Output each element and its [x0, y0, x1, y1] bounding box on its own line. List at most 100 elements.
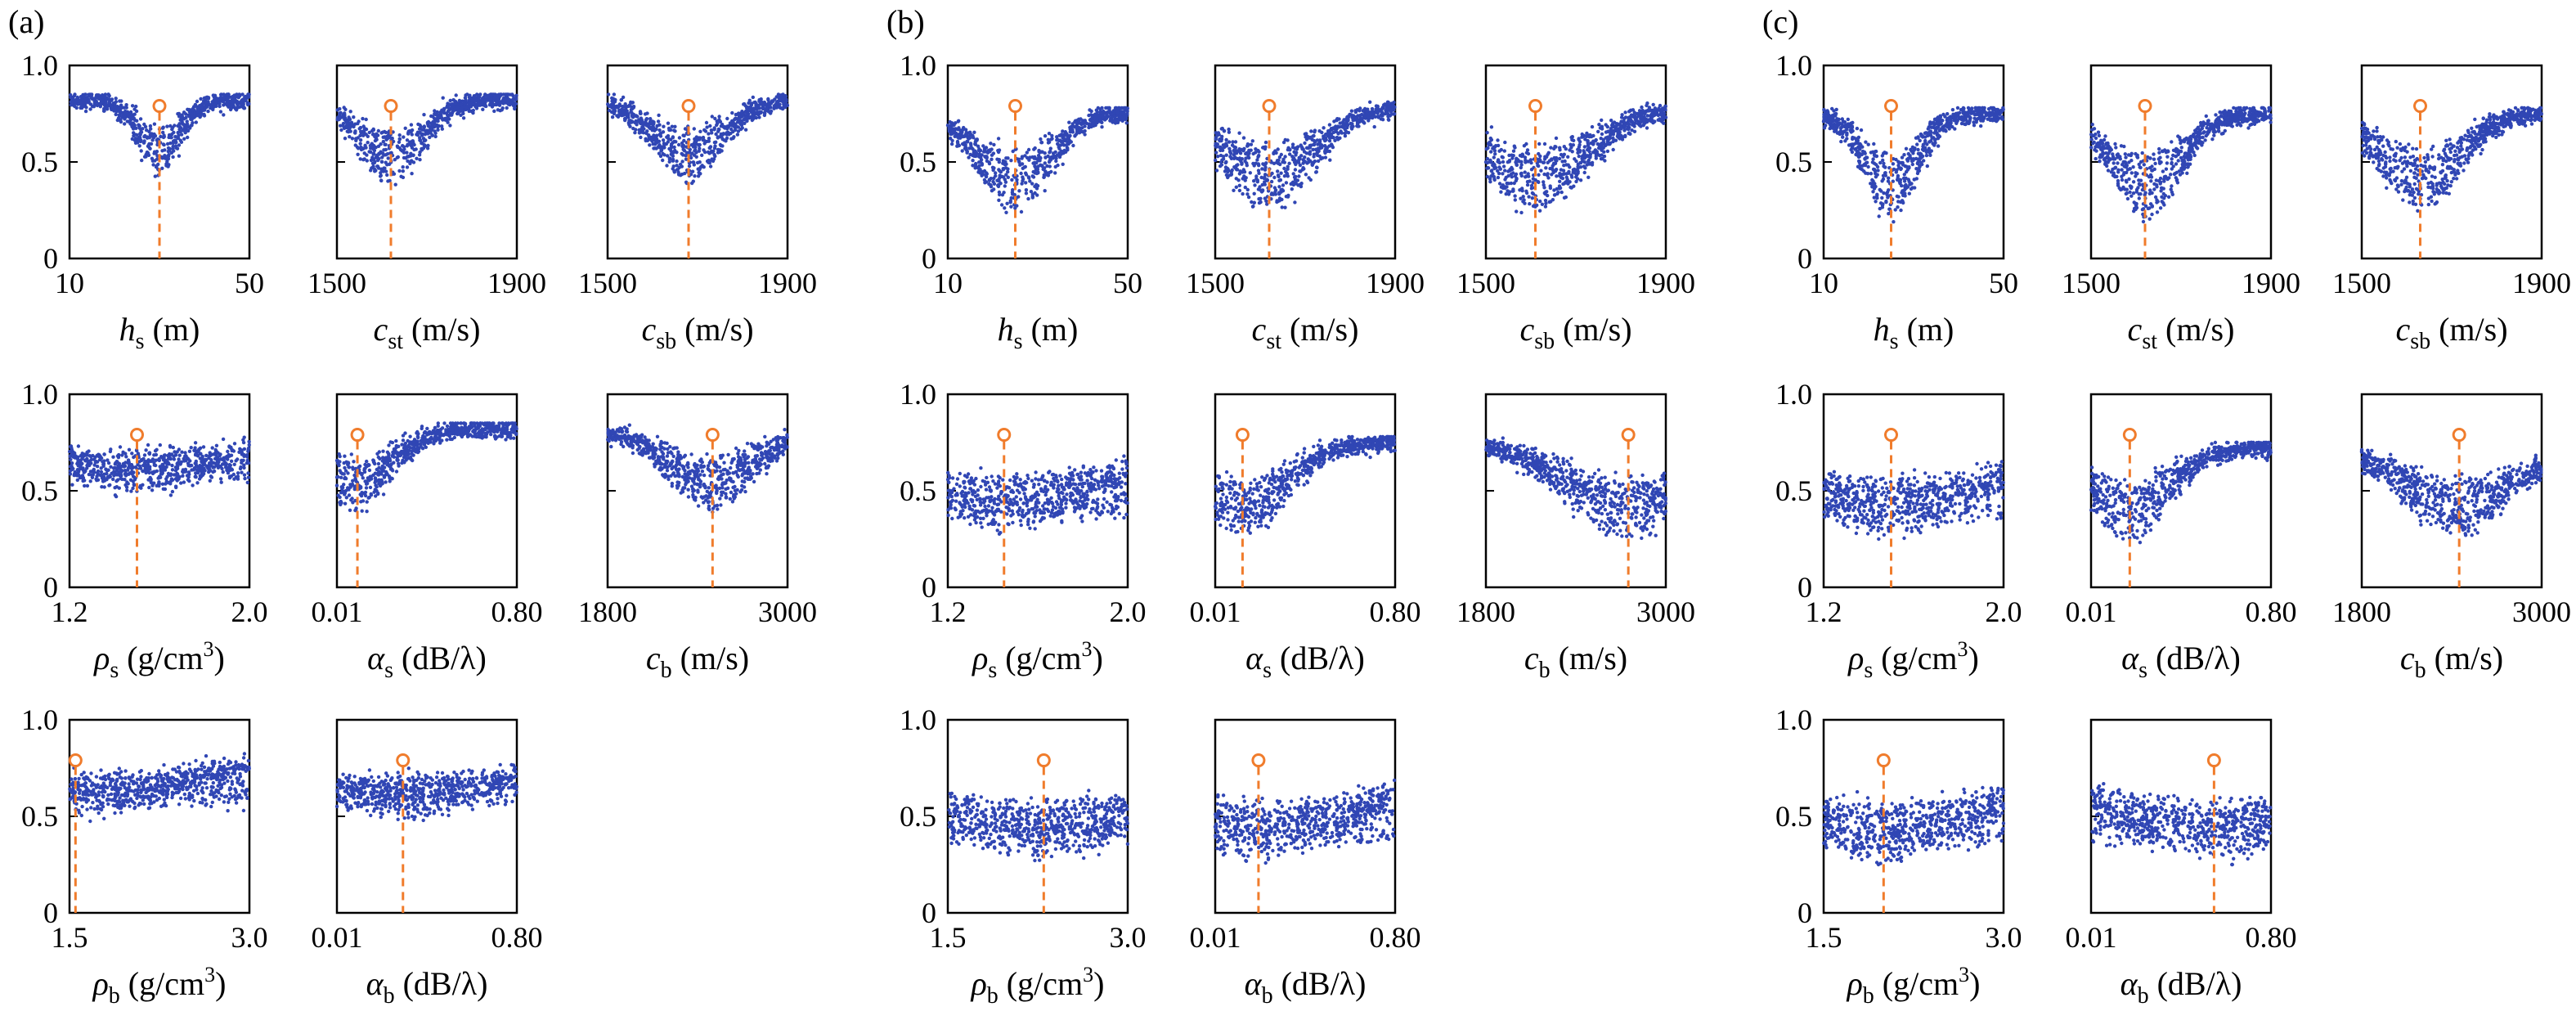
scatter-point [202, 775, 206, 780]
scatter-point [429, 126, 433, 130]
scatter-point [433, 134, 438, 139]
scatter-point [135, 796, 139, 801]
scatter-point [471, 102, 475, 107]
scatter-point [638, 434, 642, 438]
scatter-point [666, 121, 671, 125]
scatter-point [202, 114, 207, 118]
scatter-point [196, 767, 200, 771]
scatter-point [199, 777, 203, 781]
scatter-point [77, 808, 81, 812]
scatter-point [454, 429, 458, 434]
scatter-point [188, 126, 192, 130]
scatter-point [203, 469, 207, 473]
scatter-point [98, 105, 103, 109]
scatter-point [102, 816, 106, 820]
scatter-point [173, 144, 178, 148]
scatter-point [130, 104, 135, 108]
scatter-point [177, 453, 182, 457]
scatter-point [397, 133, 402, 137]
scatter-point [700, 153, 704, 157]
scatter-point [144, 780, 148, 784]
scatter-point [702, 473, 707, 478]
scatter-point [219, 785, 224, 789]
scatter-point [680, 164, 684, 169]
scatter-point [191, 774, 195, 778]
scatter-point [339, 475, 343, 479]
scatter-point [76, 780, 80, 784]
scatter-point [677, 473, 681, 477]
scatter-point [220, 462, 225, 466]
truth-marker [384, 99, 398, 114]
scatter-point [162, 456, 166, 460]
scatter-point [360, 473, 364, 477]
scatter-point [665, 164, 669, 168]
scatter-point [73, 776, 78, 781]
scatter-point [86, 460, 90, 464]
scatter-point [770, 459, 774, 463]
scatter-point [743, 457, 747, 462]
scatter-point [656, 119, 661, 124]
scatter-point [397, 137, 402, 142]
scatter-point [361, 124, 366, 128]
scatter-point [124, 106, 128, 110]
scatter-point [91, 801, 95, 805]
scatter-point [671, 167, 675, 171]
scatter-point [712, 126, 716, 130]
scatter-point [373, 169, 377, 173]
x-tick-label: 1900 [758, 267, 817, 299]
scatter-point [765, 440, 769, 444]
scatter-point [758, 468, 762, 472]
scatter-point [146, 467, 150, 472]
scatter-point [376, 128, 380, 133]
scatter-point [118, 114, 123, 118]
scatter-point [207, 465, 212, 469]
scatter-point [415, 130, 420, 134]
scatter-point [199, 474, 203, 479]
scatter-point [168, 473, 173, 478]
scatter-point [450, 437, 454, 442]
scatter-point [79, 798, 83, 802]
scatter-point [167, 462, 171, 466]
scatter-point [137, 784, 141, 789]
scatter-point [117, 786, 121, 790]
scatter-point [133, 137, 138, 141]
scatter-point [110, 97, 114, 101]
x-tick-label: 1800 [578, 595, 637, 628]
scatter-point [173, 124, 177, 128]
scatter-point [765, 472, 769, 476]
scatter-point [665, 454, 670, 458]
scatter-point [346, 461, 351, 465]
scatter-point [198, 452, 203, 456]
scatter-point [698, 160, 702, 164]
scatter-point [384, 470, 388, 474]
scatter-point [139, 802, 143, 806]
scatter-point [191, 789, 196, 793]
scatter-point [707, 495, 711, 499]
scatter-point [163, 801, 167, 805]
scatter-point [123, 461, 128, 465]
scatter-point [471, 108, 475, 113]
scatter-point [132, 116, 136, 120]
x-axis-label: cst (m/s) [374, 311, 481, 354]
scatter-point [113, 486, 117, 490]
scatter-point [343, 137, 348, 141]
scatter-point [725, 136, 729, 141]
scatter-point [182, 480, 186, 484]
scatter-point [611, 435, 615, 439]
scatter-point [348, 126, 352, 130]
scatter-point [692, 476, 697, 481]
scatter-point [228, 775, 233, 780]
scatter-point [445, 424, 450, 429]
scatter-point [232, 442, 237, 446]
scatter-point [720, 477, 724, 481]
scatter-point [218, 92, 223, 97]
scatter-point [90, 92, 94, 97]
scatter-point [361, 158, 366, 162]
scatter-point [235, 776, 239, 780]
scatter-point [769, 455, 774, 460]
scatter-point [212, 461, 216, 465]
scatter-point [226, 96, 230, 100]
scatter-point [395, 458, 399, 462]
scatter-point [216, 770, 220, 774]
scatter-point [410, 457, 414, 462]
